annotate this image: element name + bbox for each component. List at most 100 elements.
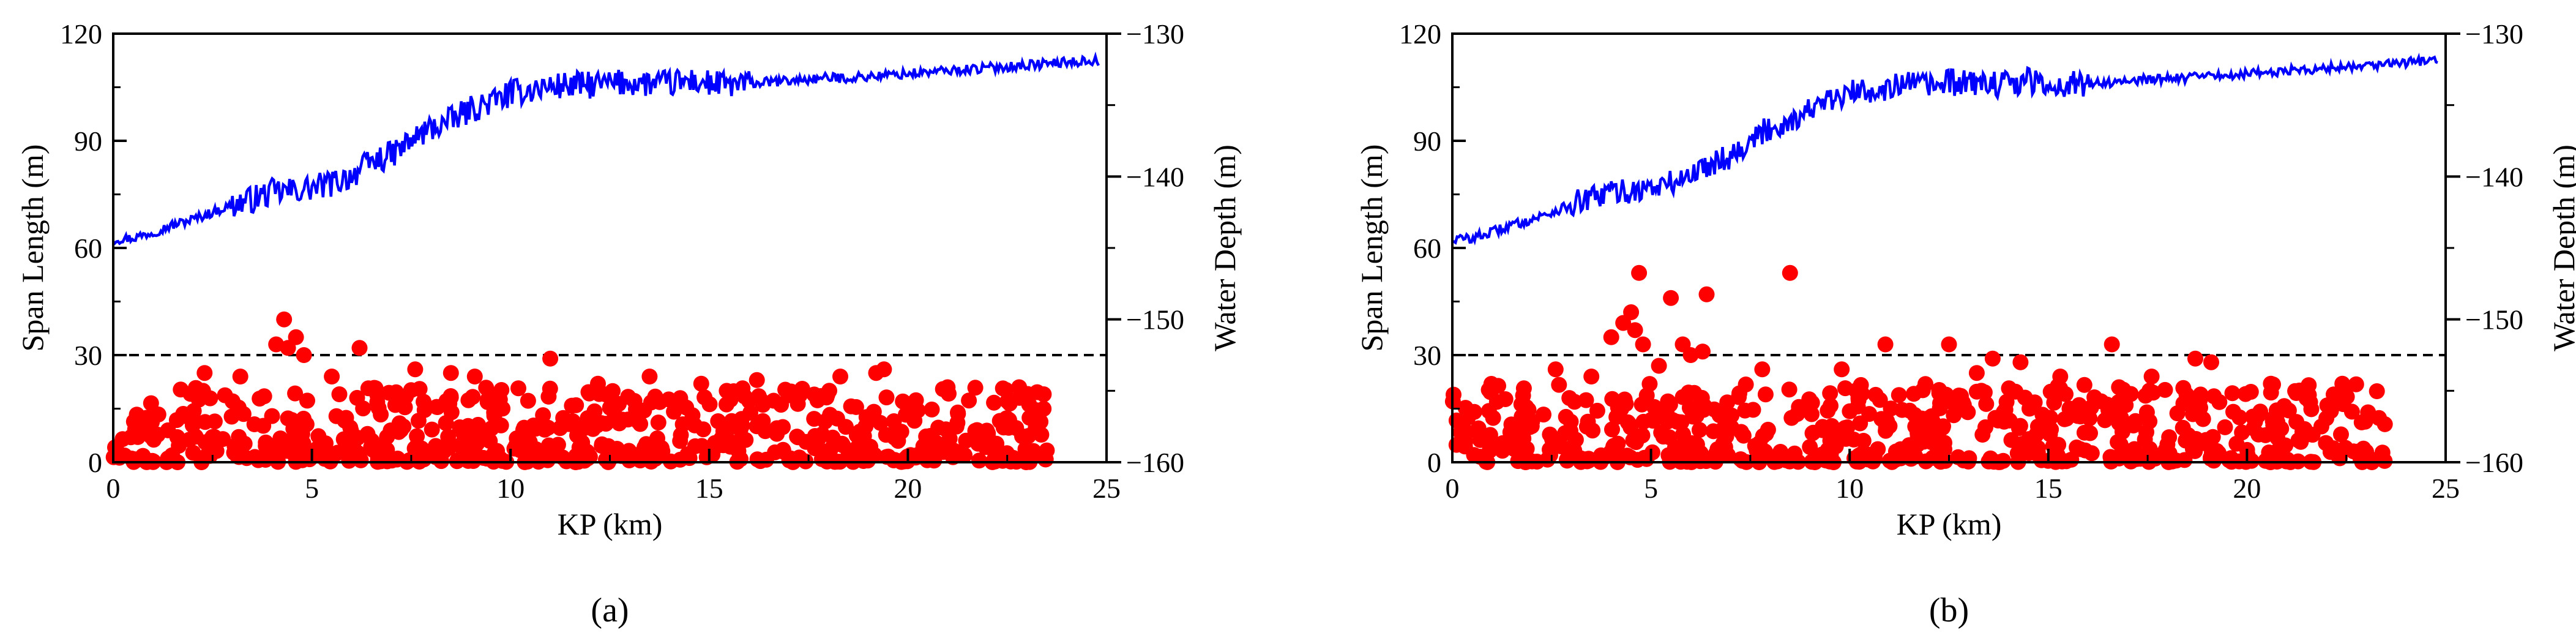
span-point — [1561, 390, 1578, 407]
span-point — [1805, 424, 1821, 441]
span-point — [1558, 408, 1574, 425]
span-point — [1786, 445, 1803, 462]
span-point — [2143, 444, 2160, 461]
span-point — [324, 369, 340, 384]
span-point — [2192, 399, 2208, 416]
span-point — [2183, 431, 2200, 448]
span-point — [571, 440, 588, 455]
span-point — [733, 430, 750, 446]
span-point — [1627, 322, 1643, 339]
x-tick-label: 15 — [2034, 473, 2063, 504]
x-tick-label: 10 — [496, 473, 525, 504]
span-point — [2003, 432, 2020, 448]
span-point — [967, 380, 984, 396]
span-point — [2211, 444, 2227, 461]
span-length-points — [1444, 264, 2393, 470]
span-point — [924, 401, 940, 418]
span-point — [2337, 440, 2354, 456]
span-point — [144, 414, 160, 430]
span-point — [2168, 452, 2184, 469]
span-point — [1978, 395, 1995, 412]
x-axis-title: KP (km) — [1897, 507, 2002, 541]
span-point — [2301, 387, 2317, 403]
span-point — [1995, 452, 2012, 469]
y2-tick-label: −160 — [1126, 447, 1184, 478]
span-point — [1879, 413, 1895, 429]
span-point — [195, 383, 211, 399]
span-point — [535, 407, 551, 424]
x-tick-label: 5 — [1644, 473, 1658, 504]
span-point — [1976, 384, 1993, 400]
y2-tick-label: −140 — [1126, 161, 1184, 192]
span-point — [2076, 377, 2093, 393]
span-point — [939, 379, 956, 395]
span-point — [2102, 449, 2119, 465]
span-point — [114, 431, 131, 448]
span-point — [971, 452, 987, 469]
span-point — [520, 392, 536, 409]
span-point — [235, 406, 252, 422]
x-tick-label: 20 — [2233, 473, 2261, 504]
y-axis-left: 0 30 60 90 120 — [60, 18, 127, 478]
span-point — [1641, 376, 1658, 392]
span-point — [2081, 410, 2098, 427]
span-point — [1681, 384, 1697, 401]
span-point — [1891, 387, 1907, 403]
span-point — [2257, 427, 2274, 443]
span-point — [397, 399, 413, 416]
span-point — [988, 435, 1005, 452]
span-point — [961, 392, 977, 409]
span-point — [1551, 377, 1567, 393]
span-point — [908, 392, 924, 408]
span-point — [620, 389, 637, 405]
span-point — [693, 375, 709, 392]
span-point — [2042, 410, 2059, 426]
y-tick-label: 0 — [1427, 447, 1441, 478]
x-axis: 0 5 10 15 20 25 — [106, 449, 1121, 504]
span-point — [331, 386, 348, 402]
span-point — [722, 391, 739, 408]
span-point — [1695, 343, 1711, 360]
span-point — [1625, 432, 1641, 449]
span-point — [590, 375, 606, 392]
span-point — [1977, 419, 1993, 435]
span-point — [670, 396, 687, 413]
span-point — [710, 413, 726, 429]
span-point — [540, 419, 556, 436]
span-point — [2187, 350, 2203, 367]
span-point — [906, 413, 923, 429]
span-point — [280, 340, 296, 356]
span-point — [1578, 392, 1594, 408]
span-point — [318, 449, 334, 465]
span-point — [1547, 361, 1564, 378]
span-point — [838, 419, 854, 435]
span-point — [1770, 447, 1786, 463]
span-point — [794, 381, 810, 397]
span-point — [1589, 402, 1605, 419]
span-point — [1667, 440, 1683, 455]
x-tick-label: 0 — [1446, 473, 1460, 504]
span-point — [2325, 397, 2342, 414]
span-point — [225, 393, 241, 410]
span-point — [383, 422, 399, 438]
span-point — [480, 391, 496, 408]
span-point — [1452, 424, 1469, 441]
span-point — [424, 421, 440, 438]
x-tick-label: 20 — [894, 473, 922, 504]
span-point — [2228, 435, 2245, 452]
span-point — [1659, 406, 1675, 422]
span-point — [843, 398, 859, 414]
span-point — [1480, 403, 1497, 419]
y-axis-left: 0 30 60 90 120 — [1399, 18, 1466, 478]
span-point — [1622, 419, 1639, 435]
span-point — [452, 419, 468, 435]
span-point — [2028, 427, 2045, 443]
span-point — [580, 410, 596, 426]
span-point — [407, 361, 424, 378]
span-point — [2211, 394, 2228, 410]
y-axis-right: −160 −150 −140 −130 — [1107, 18, 1184, 478]
span-point — [749, 451, 766, 468]
span-point — [1603, 329, 1619, 345]
span-point — [878, 389, 895, 406]
